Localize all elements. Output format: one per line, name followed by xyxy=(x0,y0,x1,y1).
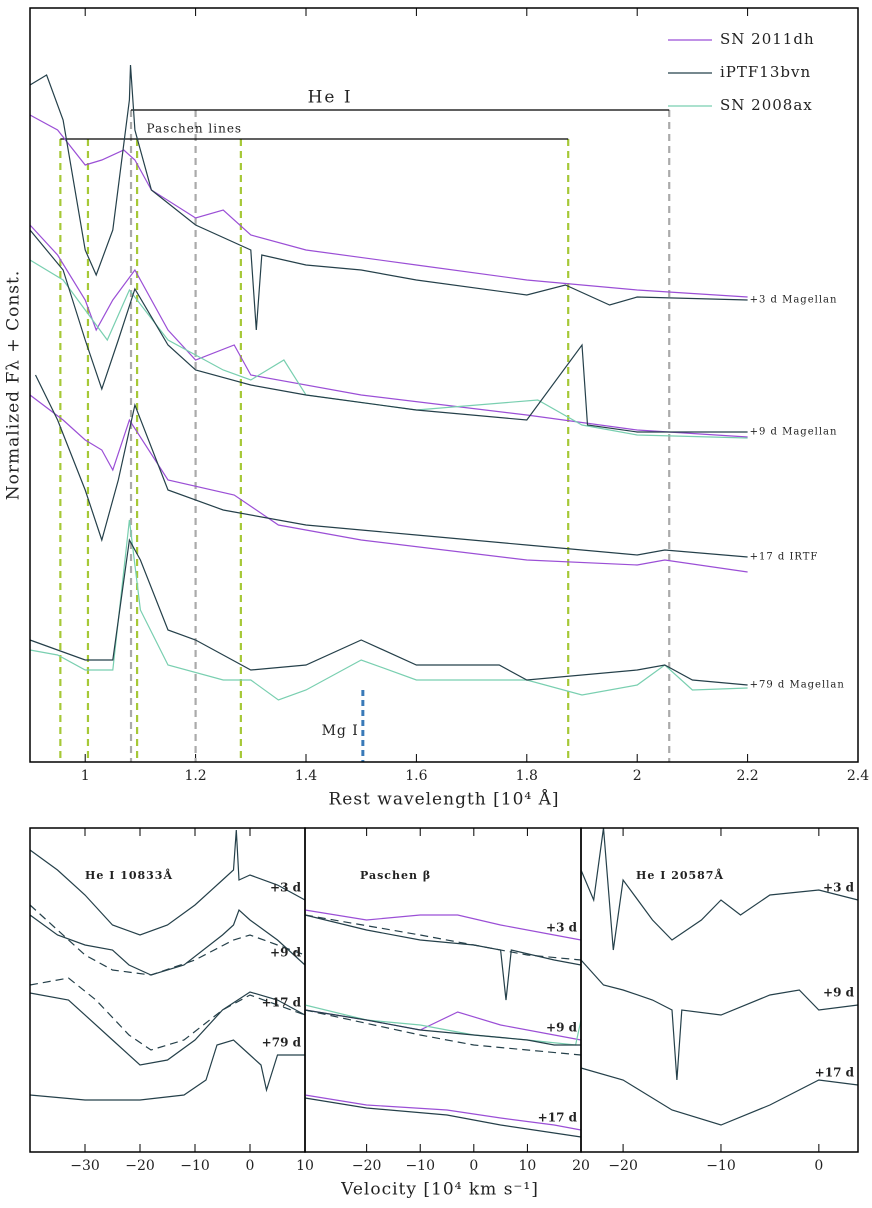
legend-label: SN 2008ax xyxy=(720,96,813,114)
spectrum xyxy=(29,908,306,976)
epoch-label: +17 d IRTF xyxy=(750,552,819,563)
spectrum xyxy=(29,259,748,439)
paschen-label: Paschen lines xyxy=(146,122,242,136)
axes-frame xyxy=(29,7,859,763)
panel-title: He I 20587Å xyxy=(636,868,724,882)
spectrum xyxy=(304,1004,582,1046)
spectrum xyxy=(29,224,748,438)
x-tick-label: 2.2 xyxy=(736,768,758,784)
spectrum xyxy=(29,991,306,1066)
x-tick-label: 1.2 xyxy=(184,768,206,784)
epoch-label: +9 d xyxy=(823,986,855,1000)
epoch-label: +79 d xyxy=(262,1036,302,1050)
epoch-label: +3 d xyxy=(270,881,302,895)
spectrum xyxy=(29,904,306,976)
x-tick-label: −30 xyxy=(70,1158,100,1174)
epoch-label: +9 d xyxy=(270,946,302,960)
x-axis-label: Velocity [10⁴ km s⁻¹] xyxy=(340,1180,539,1200)
panel-title: He I 10833Å xyxy=(85,868,173,882)
spectrum xyxy=(29,519,748,701)
axes-frame xyxy=(304,827,582,1153)
legend-label: iPTF13bvn xyxy=(720,63,811,81)
spectrum xyxy=(29,829,306,936)
x-tick-label: 20 xyxy=(572,1158,590,1174)
epoch-label: +9 d Magellan xyxy=(750,427,838,438)
spectrum xyxy=(304,1097,582,1138)
epoch-label: +3 d xyxy=(823,881,855,895)
axes-frame xyxy=(580,827,859,1153)
spectrum xyxy=(304,1009,582,1056)
spectrum xyxy=(29,114,748,298)
x-tick-label: 0 xyxy=(814,1158,823,1174)
x-tick-label: 2 xyxy=(633,768,642,784)
panel-title: Paschen β xyxy=(360,869,431,882)
spectrum xyxy=(580,959,859,1081)
x-tick-label: 0 xyxy=(469,1158,478,1174)
x-tick-label: 1 xyxy=(81,768,90,784)
x-tick-label: 2.4 xyxy=(847,768,869,784)
spectrum xyxy=(34,374,748,558)
x-tick-label: 10 xyxy=(296,1158,314,1174)
epoch-label: +3 d Magellan xyxy=(750,295,838,306)
legend-label: SN 2011dh xyxy=(720,30,815,48)
x-tick-label: 1.8 xyxy=(516,768,538,784)
spectrum xyxy=(304,914,582,961)
spectrum xyxy=(29,64,748,331)
epoch-label: +17 d xyxy=(815,1066,855,1080)
epoch-label: +79 d Magellan xyxy=(750,680,845,691)
spectrum xyxy=(304,914,582,1001)
x-tick-label: −10 xyxy=(180,1158,210,1174)
spectrum xyxy=(304,1094,582,1131)
x-tick-label: −20 xyxy=(125,1158,155,1174)
x-tick-label: 1.4 xyxy=(295,768,317,784)
x-tick-label: 1.6 xyxy=(405,768,427,784)
spectrum xyxy=(304,909,582,941)
x-tick-label: −10 xyxy=(706,1158,736,1174)
mg-label: Mg I xyxy=(322,723,359,739)
spectrum xyxy=(304,1009,581,1046)
x-axis-label: Rest wavelength [10⁴ Å] xyxy=(328,789,559,810)
x-tick-label: 0 xyxy=(246,1158,255,1174)
spectrum xyxy=(29,538,748,686)
he-label: He I xyxy=(308,88,353,108)
epoch-label: +3 d xyxy=(546,921,578,935)
epoch-label: +9 d xyxy=(546,1021,578,1035)
spectrum xyxy=(580,1067,859,1126)
epoch-label: +17 d xyxy=(538,1111,578,1125)
spectrum xyxy=(580,827,859,951)
x-tick-label: −20 xyxy=(352,1158,382,1174)
x-tick-label: −10 xyxy=(405,1158,435,1174)
spectrum xyxy=(29,977,306,1051)
spectrum xyxy=(29,229,748,433)
x-tick-label: −20 xyxy=(608,1158,638,1174)
spectrum xyxy=(29,394,748,573)
epoch-label: +17 d xyxy=(262,996,302,1010)
spectrum xyxy=(29,1039,305,1101)
x-tick-label: 10 xyxy=(518,1158,536,1174)
y-axis-label: Normalized Fλ + Const. xyxy=(4,270,24,500)
